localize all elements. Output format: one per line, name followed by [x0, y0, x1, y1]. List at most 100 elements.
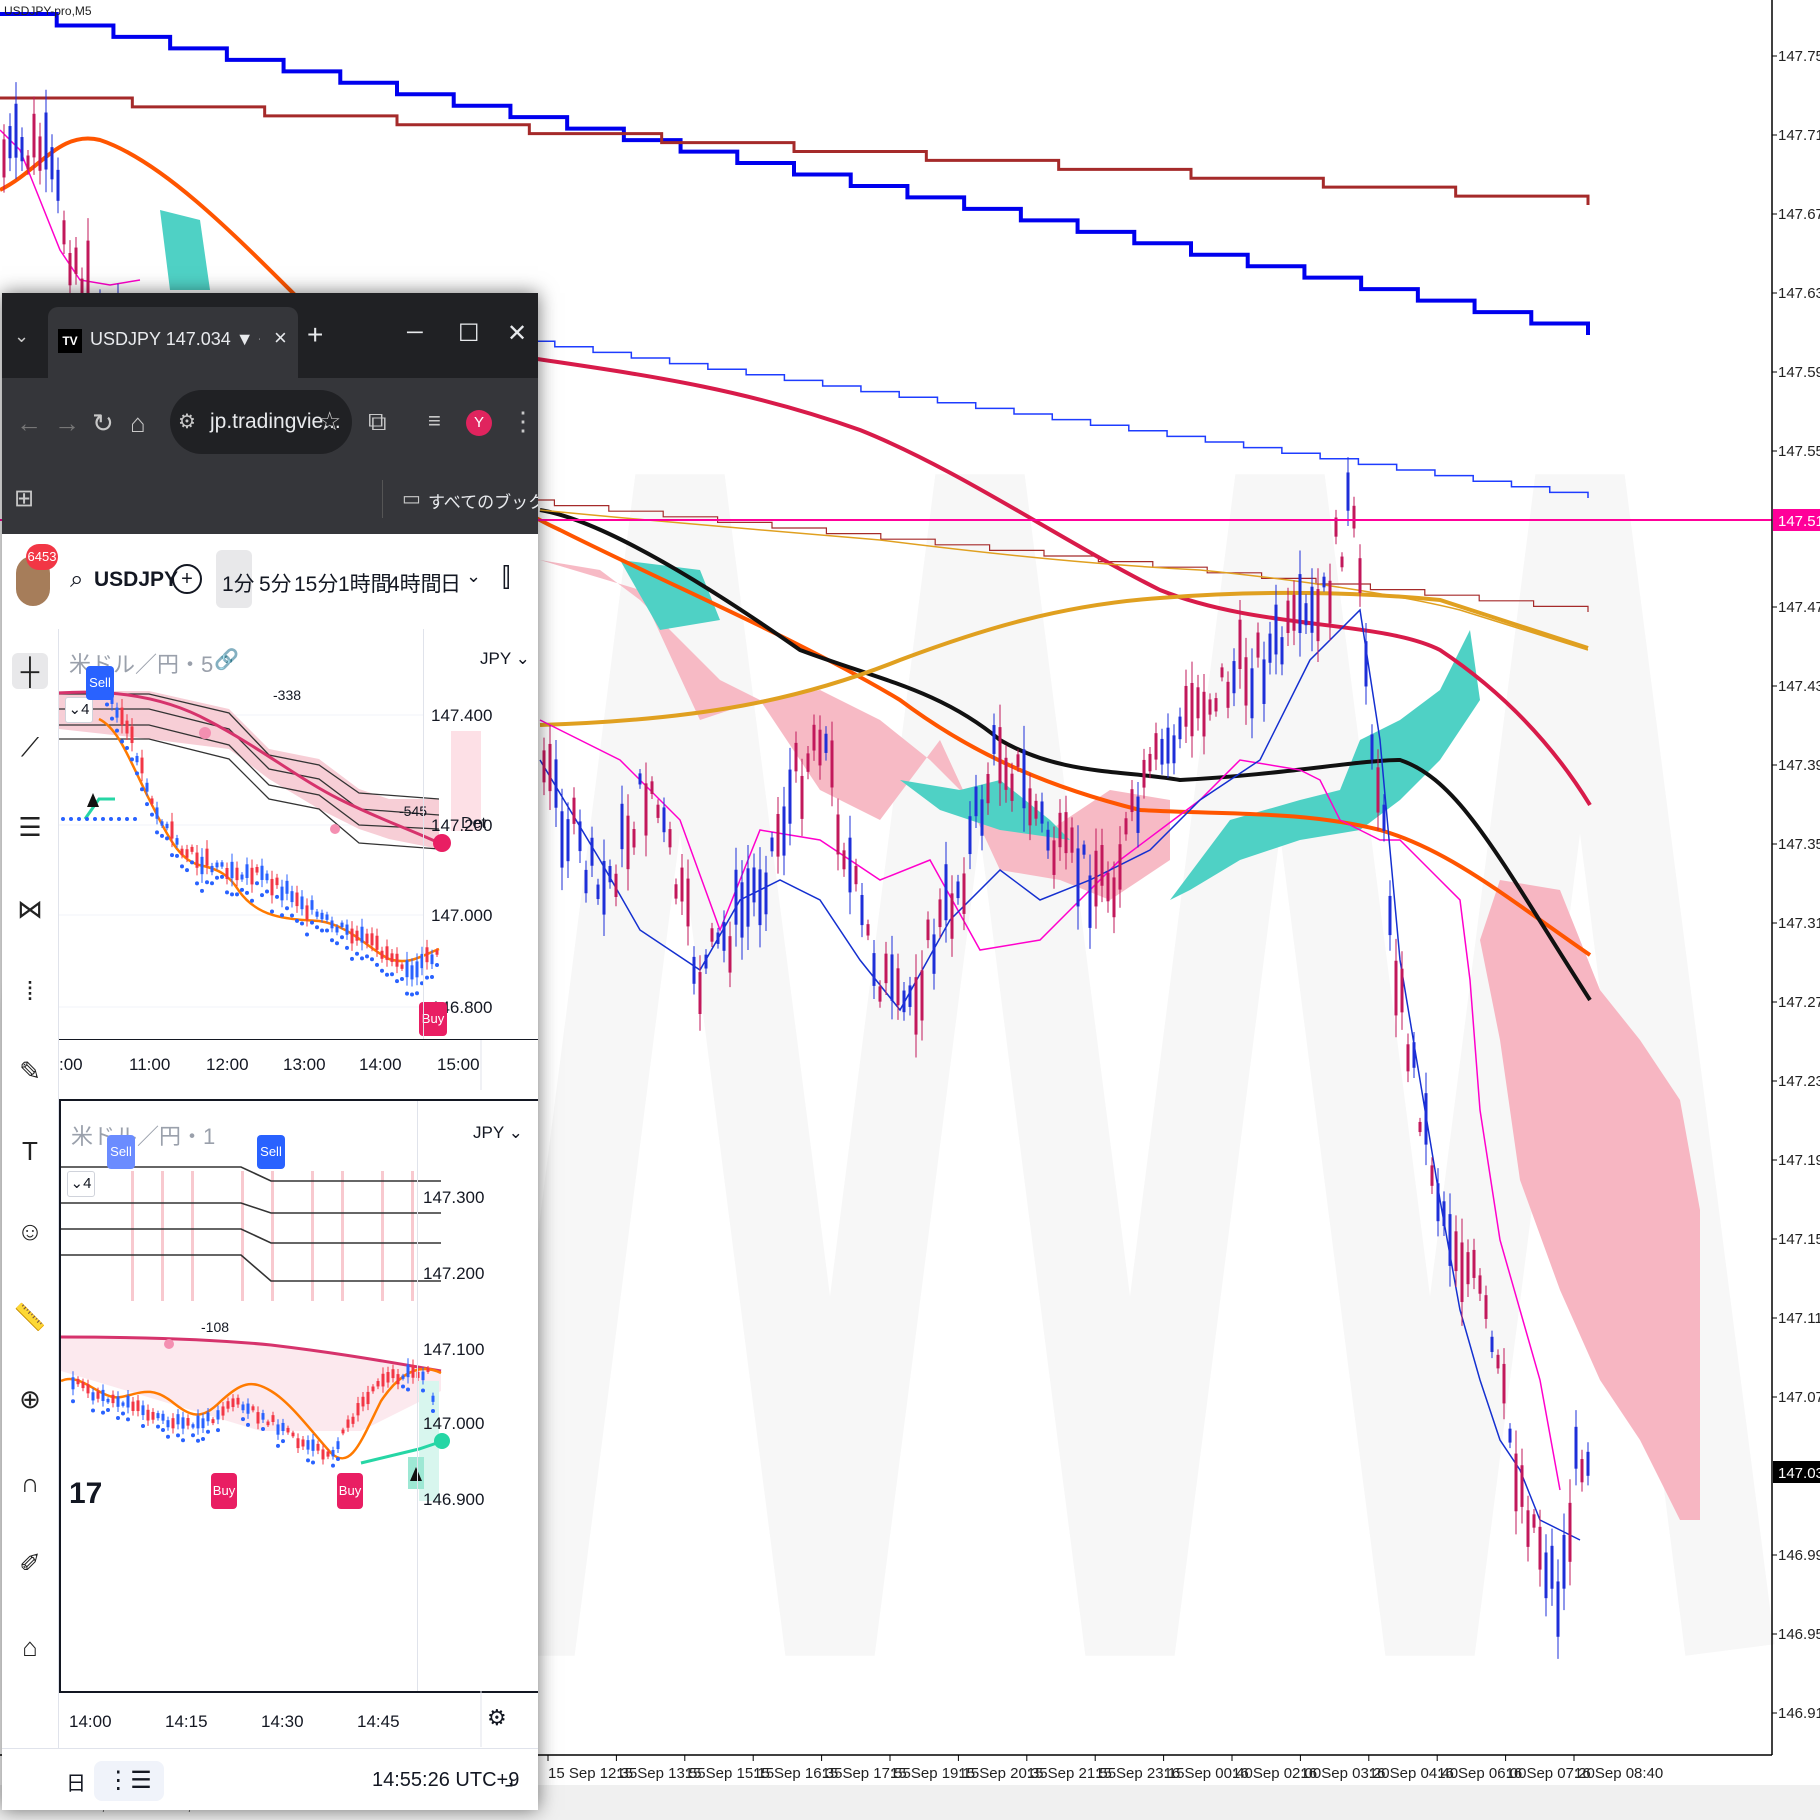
- candle-body: [1166, 727, 1170, 764]
- tf-dropdown-chevron-icon[interactable]: ⌄: [466, 566, 482, 586]
- collapse-indicators-button[interactable]: ⌄4: [65, 697, 93, 723]
- candle-body: [1028, 788, 1032, 826]
- tab-search-chevron-icon[interactable]: ⌄: [14, 326, 30, 346]
- site-info-icon[interactable]: ⚙: [178, 411, 196, 433]
- candle-body: [1232, 661, 1236, 694]
- candle-body: [1346, 472, 1350, 511]
- compare-add-icon[interactable]: +: [172, 564, 202, 594]
- candle-body: [896, 968, 900, 1006]
- candle-body: [884, 953, 888, 984]
- symbol-label[interactable]: USDJPY: [94, 568, 179, 591]
- candle-body: [1322, 576, 1326, 588]
- brush-icon[interactable]: ✎: [19, 1056, 41, 1086]
- fullscreen-icon[interactable]: ⌟: [504, 1765, 515, 1790]
- candle-body: [221, 1406, 225, 1416]
- lock-drawing-icon[interactable]: ✐: [19, 1548, 41, 1578]
- notification-badge: 6453: [26, 544, 58, 570]
- emoji-icon[interactable]: ☺: [16, 1216, 44, 1246]
- tf-4h[interactable]: 4時間: [388, 573, 442, 596]
- media-icon[interactable]: ≡: [428, 408, 441, 433]
- link-icon[interactable]: 🔗: [214, 649, 239, 671]
- candle-body: [326, 1451, 330, 1457]
- candle-body: [1064, 812, 1068, 854]
- dot: [330, 938, 334, 943]
- new-tab-button[interactable]: +: [307, 319, 324, 350]
- minimize-button[interactable]: ─: [407, 319, 423, 344]
- symbol-search-icon[interactable]: ⌕: [70, 566, 84, 593]
- candle-type-icon[interactable]: ⫿: [502, 562, 511, 592]
- pattern-icon[interactable]: ⋈: [17, 894, 43, 924]
- currency-selector-1m[interactable]: JPY ⌄: [473, 1123, 523, 1142]
- clock-label[interactable]: 14:55:26 UTC+9: [372, 1769, 520, 1791]
- candle-body: [1526, 1510, 1530, 1547]
- candle-body: [992, 725, 996, 754]
- home-icon[interactable]: ⌂: [130, 408, 146, 438]
- tf-1m[interactable]: 1分: [222, 573, 255, 596]
- dot: [141, 1423, 145, 1428]
- candle-body: [1460, 1242, 1464, 1303]
- legend-1m[interactable]: 米ドル／円・1: [71, 1124, 216, 1149]
- ruler-icon[interactable]: 📏: [13, 1302, 47, 1332]
- dot: [305, 932, 309, 937]
- tv-chart-1m[interactable]: 147.300 147.200 147.100 147.000 146.900 米ドル／…: [59, 1099, 538, 1693]
- candle-body: [50, 147, 54, 180]
- apps-grid-icon[interactable]: ⊞: [14, 485, 35, 512]
- price-label: 146.910: [1778, 1705, 1820, 1722]
- dot: [160, 833, 164, 838]
- fib-icon[interactable]: ☰: [18, 812, 42, 842]
- all-bookmarks-link[interactable]: すべてのブックマーク: [428, 493, 538, 512]
- close-window-button[interactable]: ✕: [507, 320, 528, 347]
- time-label: 16 Sep 03:20: [1300, 1765, 1389, 1782]
- bookmark-star-icon[interactable]: ☆: [318, 406, 342, 436]
- menu-kebab-icon[interactable]: ⋮: [510, 406, 536, 436]
- magnet-icon[interactable]: ∩: [20, 1468, 40, 1498]
- tf-15m[interactable]: 15分: [294, 573, 339, 596]
- crosshair-icon[interactable]: ┼: [12, 653, 48, 689]
- maximize-button[interactable]: ☐: [458, 320, 480, 347]
- candle-body: [1412, 1042, 1416, 1068]
- tf-5m[interactable]: 5分: [259, 573, 292, 596]
- dot: [261, 1426, 265, 1431]
- extensions-icon[interactable]: ⧉: [368, 406, 387, 436]
- time-axis-5m[interactable]: :00 11:00 12:00 13:00 14:00 15:00: [59, 1039, 538, 1090]
- candle-body: [316, 1443, 320, 1451]
- candle-body: [1442, 1201, 1446, 1227]
- trash-icon[interactable]: ⌂: [22, 1632, 38, 1662]
- currency-selector[interactable]: JPY ⌄: [480, 649, 530, 668]
- candle-body: [1514, 1453, 1518, 1512]
- text-icon[interactable]: T: [22, 1136, 38, 1166]
- settings-gear-icon[interactable]: ⚙: [487, 1705, 507, 1730]
- chart-title: USDJPY-pro,M5: [4, 4, 92, 18]
- magenta-line-left: [0, 129, 141, 286]
- range-day-button[interactable]: 日: [66, 1773, 86, 1795]
- tf-1h[interactable]: 1時間: [338, 573, 392, 596]
- collapse-indicators-button-1m[interactable]: ⌄4: [67, 1171, 95, 1197]
- dot: [200, 888, 204, 893]
- bottom-toolbar-icon[interactable]: ⋮☰: [94, 1761, 164, 1801]
- browser-tab[interactable]: TV USDJPY 147.034 ▼ −0.26% flag ×: [48, 307, 298, 378]
- time-axis-1m[interactable]: 14:00 14:15 14:30 14:45 ⚙: [59, 1691, 538, 1747]
- price-label-5m: 147.400: [431, 706, 492, 725]
- trendline-icon[interactable]: ⟋: [20, 732, 40, 762]
- folder-icon: ▭: [402, 488, 421, 510]
- forward-icon[interactable]: →: [54, 408, 80, 438]
- prediction-icon[interactable]: ⁞: [26, 976, 34, 1006]
- back-icon[interactable]: ←: [16, 408, 42, 438]
- tab-close-icon[interactable]: ×: [274, 325, 287, 350]
- profile-avatar[interactable]: Y: [466, 410, 492, 436]
- candle-body: [1130, 789, 1134, 813]
- candle-body: [1472, 1249, 1476, 1278]
- tv-chart-5m[interactable]: 147.400 147.200 147.000 146.800 米ドル／円・5 🔗 -…: [58, 629, 538, 1039]
- candle-body: [872, 953, 876, 986]
- reload-icon[interactable]: ↻: [92, 408, 114, 438]
- candle-body: [376, 1381, 380, 1387]
- candle-body: [1364, 641, 1368, 687]
- dot: [430, 974, 434, 979]
- dot: [431, 1408, 435, 1413]
- candle-body: [195, 852, 199, 868]
- address-bar[interactable]: ⚙ jp.tradingvie...: [170, 390, 352, 454]
- zoom-in-icon[interactable]: ⊕: [19, 1384, 41, 1414]
- dot: [145, 802, 149, 807]
- tf-1d[interactable]: 日: [440, 573, 461, 596]
- price-label: 147.270: [1778, 994, 1820, 1011]
